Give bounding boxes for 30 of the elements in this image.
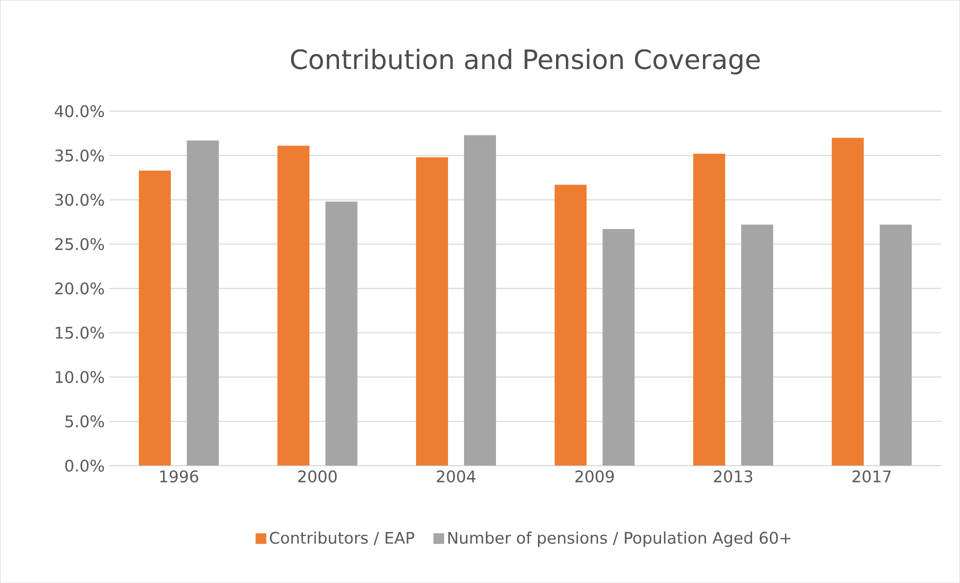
bar [186,140,219,466]
x-tick-label: 2004 [436,470,476,482]
bar [416,157,448,466]
chart-title: Contribution and Pension Coverage [291,48,760,74]
y-tick-label: 35.0% [55,149,104,162]
bar [832,138,864,466]
bar [602,228,635,466]
x-tick-label: 1996 [160,470,198,482]
y-tick-label: 20.0% [55,282,104,294]
y-tick-label: 15.0% [56,326,104,339]
legend-label: Contributors / EAP [270,531,414,546]
bar [693,154,726,466]
y-tick-label: 30.0% [55,194,104,206]
y-tick-label: 5.0% [65,415,104,428]
bar [880,224,912,466]
y-tick-label: 40.0% [54,105,104,118]
y-tick-label: 25.0% [55,238,104,250]
y-tick-label: 10.0% [56,370,104,383]
x-tick-label: 2013 [714,470,752,482]
x-tick-label: 2009 [575,470,614,482]
y-tick-label: 0.0% [65,460,104,472]
bar [464,135,496,466]
bar [277,146,310,466]
bar [741,224,774,466]
bar [325,201,358,466]
x-tick-label: 2017 [852,470,891,482]
legend-label: Number of pensions / Population Aged 60+ [448,531,791,547]
bar [138,170,171,466]
bar [554,184,587,466]
x-tick-label: 2000 [298,470,337,482]
